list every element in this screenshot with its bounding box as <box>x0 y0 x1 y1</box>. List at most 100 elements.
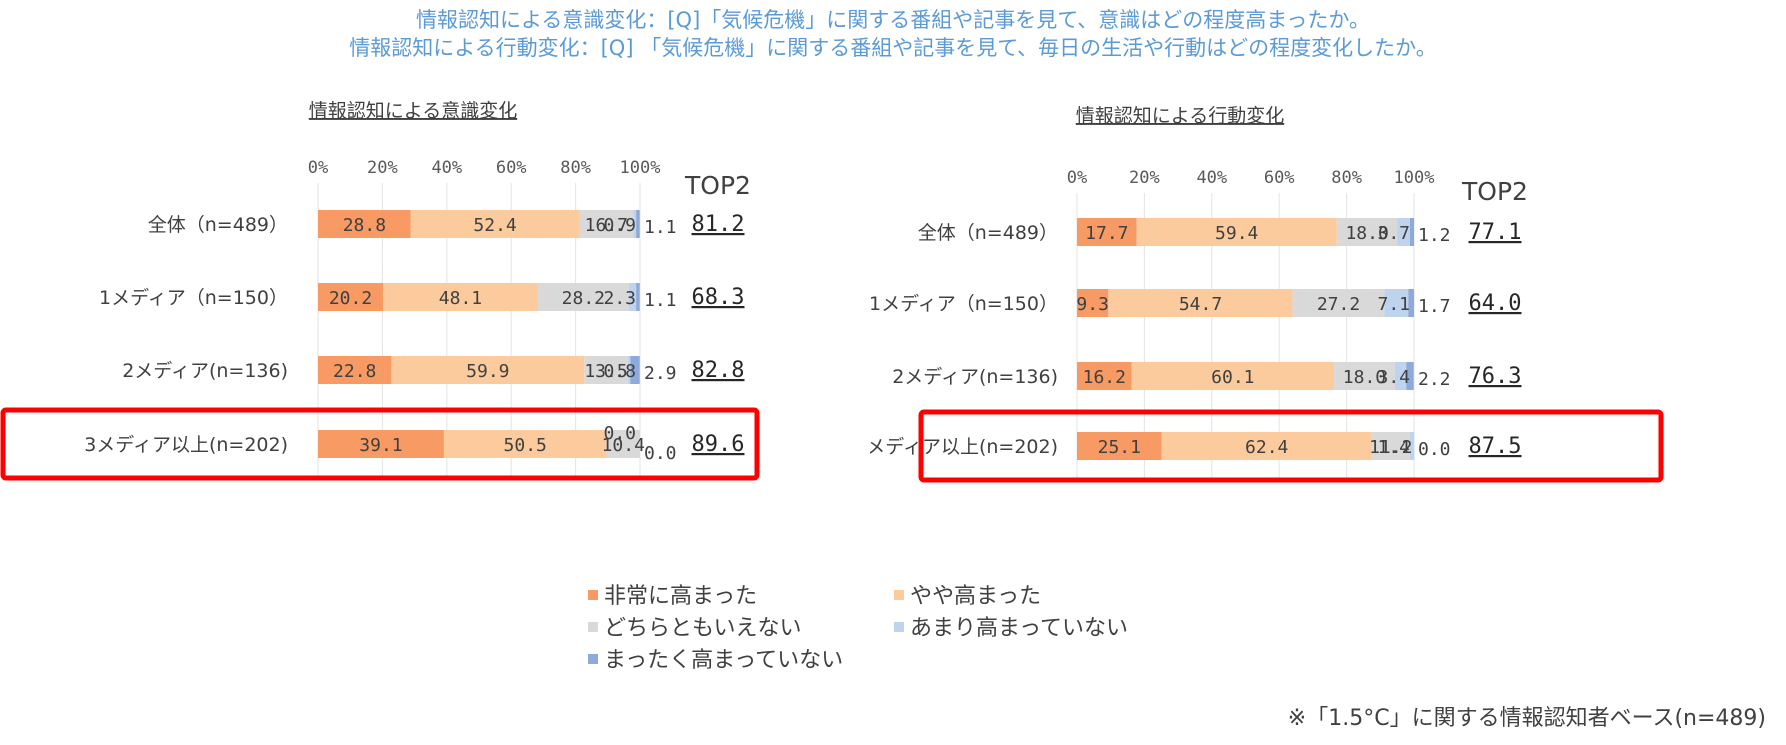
bar-segment <box>1409 432 1415 460</box>
bar-segment <box>1397 218 1410 246</box>
data-label: 18.0 <box>1345 223 1388 244</box>
category-label: 2メディア(n=136) <box>122 360 288 382</box>
data-label: 48.1 <box>439 288 482 309</box>
data-label: 16.2 <box>1083 367 1126 388</box>
bar-segment <box>630 356 640 384</box>
x-tick-label: 40% <box>431 158 462 178</box>
data-label: 2.2 <box>1418 369 1451 390</box>
legend-item-neither: どちらともいえない <box>588 614 802 644</box>
data-label: 7.1 <box>1377 294 1410 315</box>
legend-swatch <box>588 590 598 600</box>
data-label: 11.2 <box>1369 437 1412 458</box>
bar-segment <box>627 356 631 384</box>
data-label: 1.1 <box>644 290 677 311</box>
chart-titles: 情報認知による意識変化：[Q]「気候危機」に関する番組や記事を見て、意識はどの程… <box>0 6 1786 62</box>
bar-segment <box>318 356 392 384</box>
top2-header: TOP2 <box>684 171 751 200</box>
bar-segment <box>1408 289 1414 317</box>
data-label: 60.1 <box>1211 367 1254 388</box>
data-label: 59.9 <box>466 361 509 382</box>
data-label: 0.8 <box>603 361 636 382</box>
x-tick-label: 60% <box>1264 168 1295 188</box>
legend-label: まったく高まっていない <box>604 648 844 673</box>
bar-segment <box>1077 432 1162 460</box>
top2-value: 82.8 <box>692 358 745 383</box>
data-label: 22.8 <box>333 361 376 382</box>
data-label: 20.2 <box>329 288 372 309</box>
bar-segment <box>1077 362 1132 390</box>
legend-label: 非常に高まった <box>604 584 758 609</box>
chart-title: 情報認知による行動変化 <box>1076 105 1284 127</box>
bar-segment <box>318 283 384 311</box>
data-label: 0.0 <box>603 423 636 444</box>
data-label: 13.5 <box>584 361 627 382</box>
title-line-2: 情報認知による行動変化：[Q] 「気候危機」に関する番組や記事を見て、毎日の生活… <box>349 36 1437 60</box>
bar-segment <box>1108 289 1293 317</box>
category-label: 2メディア(n=136) <box>892 366 1058 388</box>
bar-segment <box>1394 362 1407 390</box>
legend-label: どちらともいえない <box>604 616 802 641</box>
bar-segment <box>1077 218 1137 246</box>
bar-segment <box>1077 289 1109 317</box>
x-tick-label: 20% <box>1129 168 1160 188</box>
data-label: 54.7 <box>1179 294 1222 315</box>
x-tick-label: 40% <box>1196 168 1227 188</box>
legend-swatch <box>894 590 904 600</box>
bar-segment <box>410 210 580 238</box>
top2-value: 77.1 <box>1469 220 1522 245</box>
legend-label: やや高まった <box>910 584 1042 609</box>
data-label: 0.0 <box>644 443 677 464</box>
x-tick-label: 0% <box>1067 168 1087 188</box>
x-tick-label: 60% <box>496 158 527 178</box>
bar-segment <box>1409 218 1414 246</box>
data-label: 1.4 <box>1377 437 1410 458</box>
bar-segment <box>537 283 629 311</box>
category-label: 1メディア（n=150） <box>99 287 288 309</box>
data-label: 52.4 <box>473 215 516 236</box>
bar-segment <box>628 283 637 311</box>
bar-segment <box>318 210 411 238</box>
category-label: 3メディア以上(n=202) <box>870 436 1058 458</box>
legend-swatch <box>588 654 598 664</box>
bar-segment <box>391 356 585 384</box>
data-label: 25.1 <box>1098 437 1141 458</box>
bar-segment <box>383 283 538 311</box>
bar-segment <box>636 283 640 311</box>
footnote: ※「1.5°C」に関する情報認知者ベース(n=489) <box>1287 706 1766 731</box>
data-label: 16.7 <box>585 215 628 236</box>
legend-item-not-at-all: まったく高まっていない <box>588 646 843 676</box>
data-label: 2.3 <box>603 288 636 309</box>
data-label: 0.9 <box>603 215 636 236</box>
data-label: 18.0 <box>1343 367 1386 388</box>
data-label: 27.2 <box>1317 294 1360 315</box>
data-label: 10.4 <box>602 435 645 456</box>
data-label: 50.5 <box>504 435 547 456</box>
category-label: 全体（n=489） <box>148 214 288 236</box>
bar-segment <box>584 356 628 384</box>
x-tick-label: 0% <box>308 158 328 178</box>
data-label: 28.2 <box>562 288 605 309</box>
legend-swatch <box>588 622 598 632</box>
highlight-box <box>918 409 1664 483</box>
bar-segment <box>1336 218 1398 246</box>
category-label: 全体（n=489） <box>918 222 1058 244</box>
chart-title: 情報認知による意識変化 <box>309 100 517 122</box>
top2-value: 68.3 <box>692 285 745 310</box>
x-tick-label: 80% <box>1331 168 1362 188</box>
data-label: 59.4 <box>1215 223 1258 244</box>
data-label: 39.1 <box>359 435 402 456</box>
bar-segment <box>579 210 634 238</box>
data-label: 1.7 <box>1418 296 1451 317</box>
data-label: 1.2 <box>1418 225 1451 246</box>
legend-item-very-increased: 非常に高まった <box>588 582 757 612</box>
bar-segment <box>636 210 640 238</box>
data-label: 28.8 <box>343 215 386 236</box>
title-line-1: 情報認知による意識変化：[Q]「気候危機」に関する番組や記事を見て、意識はどの程… <box>416 8 1370 32</box>
legend-item-not-much-increased: あまり高まっていない <box>894 614 1128 644</box>
category-label: 1メディア（n=150） <box>870 293 1058 315</box>
x-tick-label: 80% <box>560 158 591 178</box>
bar-segment <box>1131 362 1335 390</box>
bar-segment <box>443 430 607 458</box>
data-label: 3.7 <box>1377 223 1410 244</box>
highlight-box <box>0 407 760 481</box>
